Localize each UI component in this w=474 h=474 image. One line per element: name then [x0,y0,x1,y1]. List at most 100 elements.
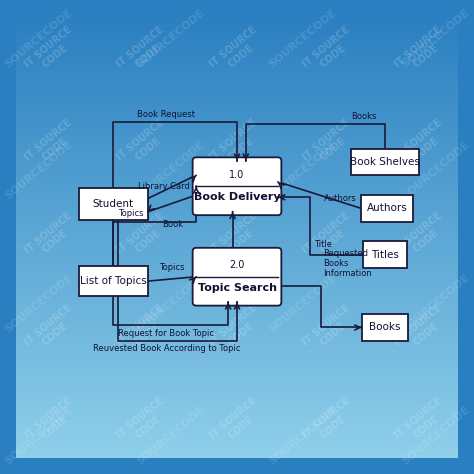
Bar [16,153,458,155]
Bar [16,72,458,74]
Bar [16,336,458,337]
Bar [16,352,458,353]
Bar [16,240,458,241]
Bar [16,137,458,138]
Bar [16,445,458,446]
Bar [16,341,458,343]
Bar [16,180,458,181]
Bar [16,21,458,22]
Bar [16,261,458,262]
Bar [16,417,458,418]
Bar [16,430,458,431]
Text: Book: Book [163,220,183,228]
Bar [16,318,458,319]
Bar [16,274,458,275]
Bar [16,218,458,219]
Bar [16,109,458,110]
Bar [16,269,458,271]
Bar [16,433,458,434]
Bar [16,452,458,453]
Bar [16,247,458,249]
Text: SOURCECODE: SOURCECODE [267,404,339,467]
Bar [16,238,458,240]
Text: IT SOURCE
CODE: IT SOURCE CODE [393,303,452,356]
Bar [16,450,458,452]
Bar [16,193,458,194]
Bar [16,266,458,268]
Bar [16,390,458,392]
Bar [16,297,458,299]
Bar [16,175,458,177]
Bar [16,100,458,101]
Bar [16,402,458,403]
Bar [16,27,458,28]
Bar [16,227,458,228]
Bar [16,34,458,36]
Bar [16,99,458,100]
Bar [16,225,458,227]
Bar [16,156,458,157]
Text: IT SOURCE
CODE: IT SOURCE CODE [115,210,173,264]
Text: SOURCECODE: SOURCECODE [135,7,207,70]
Bar [16,373,458,374]
Bar [16,84,458,85]
Text: SOURCECODE: SOURCECODE [3,7,74,70]
Bar [16,68,458,69]
FancyBboxPatch shape [192,248,282,306]
Bar [16,168,458,169]
Bar [16,19,458,21]
Bar [16,290,458,292]
Bar [16,196,458,197]
Bar [16,185,458,187]
Bar [16,262,458,264]
Bar [16,410,458,412]
Text: Topics: Topics [118,209,143,218]
Bar [16,438,458,440]
Text: IT SOURCE
CODE: IT SOURCE CODE [22,210,81,264]
Bar [16,237,458,238]
Bar [16,134,458,136]
Text: IT SOURCE
CODE: IT SOURCE CODE [208,395,266,449]
Bar [16,177,458,178]
Bar [16,197,458,199]
Bar [16,278,458,280]
Text: Books: Books [351,112,376,121]
Bar [16,385,458,387]
Text: IT SOURCE
CODE: IT SOURCE CODE [393,118,452,171]
Bar [16,22,458,24]
Bar [16,234,458,236]
Bar [16,366,458,368]
Bar [16,255,458,256]
Bar [16,53,458,55]
Bar [16,103,458,105]
Bar [16,112,458,113]
Bar [16,181,458,182]
Bar [16,61,458,62]
Bar [16,64,458,65]
Bar [16,94,458,96]
Bar [16,87,458,89]
Bar [16,389,458,390]
Bar [16,256,458,257]
Bar [16,75,458,77]
Bar [16,436,458,437]
Bar [16,312,458,313]
Bar [16,172,458,174]
Bar [16,159,458,161]
Bar [16,131,458,133]
Text: IT SOURCE
CODE: IT SOURCE CODE [301,395,359,449]
Bar [16,284,458,285]
Bar [16,222,458,224]
Bar [16,217,458,218]
Bar [16,233,458,234]
Bar [16,264,458,265]
Bar [16,415,458,417]
Bar [16,149,458,150]
Bar [16,345,458,346]
Bar [16,317,458,318]
Bar [16,113,458,115]
Bar [16,409,458,410]
Bar [16,413,458,415]
Bar [16,133,458,134]
Text: 2.0: 2.0 [229,260,245,270]
